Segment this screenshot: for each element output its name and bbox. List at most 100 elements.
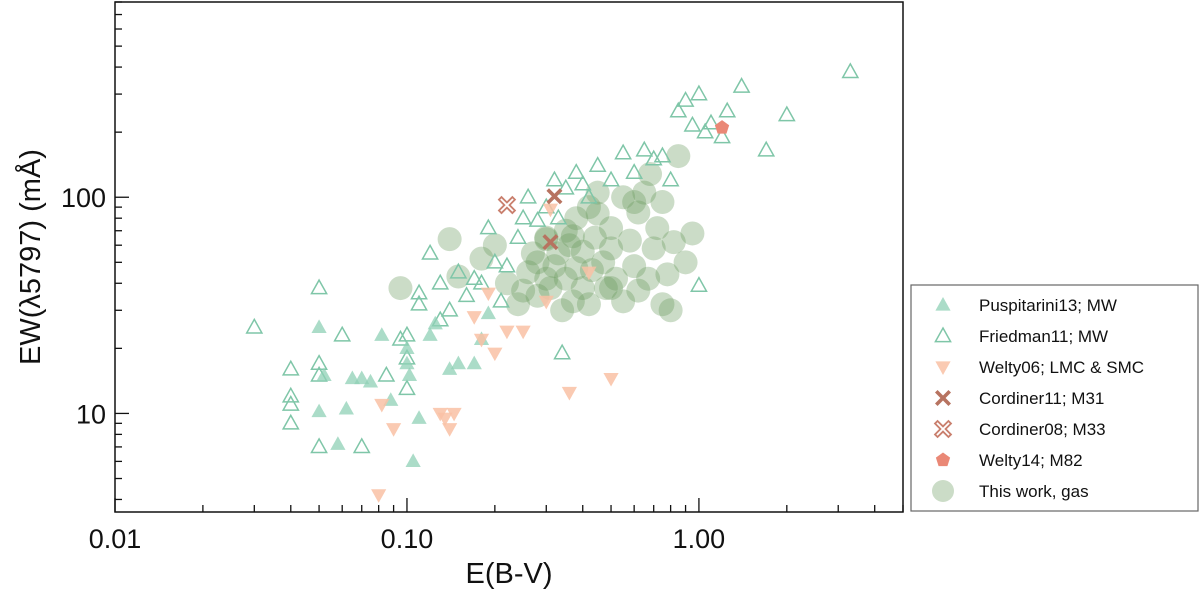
data-point (472, 273, 491, 290)
plot-frame (114, 1, 904, 513)
data-point (442, 361, 458, 375)
data-point (446, 264, 471, 289)
series-2 (371, 203, 619, 503)
data-point (388, 276, 413, 301)
legend-label: Welty14; M82 (979, 451, 1083, 470)
data-point (516, 260, 541, 285)
legend-marker (935, 390, 951, 406)
legend-label: Friedman11; MW (979, 327, 1108, 346)
data-marks (245, 62, 860, 503)
data-point (538, 276, 563, 301)
data-point (645, 216, 670, 241)
data-point (669, 101, 688, 118)
data-point (650, 292, 675, 317)
data-point (480, 305, 496, 320)
data-point (570, 239, 595, 264)
data-point (641, 236, 666, 261)
series-4 (497, 195, 517, 215)
data-point (680, 221, 705, 246)
legend-box (910, 284, 1199, 512)
data-point (338, 400, 354, 415)
data-point (777, 105, 796, 122)
data-point (482, 233, 507, 258)
legend-label: Cordiner08; M33 (979, 420, 1106, 439)
data-point (450, 355, 466, 370)
data-point (437, 227, 462, 252)
data-point (602, 170, 620, 187)
data-point (515, 325, 531, 340)
data-point (582, 225, 607, 250)
data-point (683, 115, 702, 132)
data-point (281, 394, 300, 411)
data-point (553, 343, 572, 360)
data-point (553, 266, 578, 291)
data-point (281, 386, 300, 403)
series-3 (542, 188, 563, 251)
data-point (604, 266, 629, 291)
data-point (514, 208, 533, 225)
data-point (492, 291, 510, 308)
data-point (316, 367, 332, 381)
data-point (330, 436, 346, 450)
legend-label: Welty06; LMC & SMC (979, 358, 1144, 377)
data-point (499, 325, 515, 340)
data-point (545, 170, 564, 187)
data-point (310, 354, 328, 370)
data-point (401, 367, 418, 381)
data-point (550, 298, 575, 323)
legend-label: This work, gas (979, 482, 1089, 501)
data-point (650, 190, 675, 215)
y-tick-label: 10 (76, 399, 106, 429)
data-point (422, 327, 438, 341)
data-point (528, 211, 547, 227)
data-point (614, 143, 633, 160)
data-point (658, 298, 683, 323)
data-point (546, 188, 563, 205)
data-point (519, 187, 537, 204)
data-point (362, 373, 379, 388)
data-point (560, 289, 585, 314)
data-point (585, 201, 610, 226)
data-point (718, 101, 737, 118)
legend-label: Cordiner11; M31 (979, 389, 1104, 408)
data-point (655, 262, 680, 287)
data-point (603, 372, 619, 387)
data-point (479, 218, 498, 235)
data-point (427, 315, 443, 330)
data-point (398, 379, 416, 396)
data-point (281, 359, 300, 376)
data-point (542, 203, 559, 218)
data-point (593, 276, 618, 301)
data-point (538, 295, 554, 310)
data-point (556, 178, 575, 195)
data-point (632, 180, 657, 205)
data-point (542, 234, 559, 251)
data-point (617, 228, 642, 253)
series-1 (245, 62, 860, 454)
data-point (405, 453, 421, 467)
legend-label: Puspitarini13; MW (979, 296, 1117, 315)
data-point (611, 185, 636, 210)
data-point (411, 410, 427, 424)
data-point (310, 437, 328, 454)
data-point (449, 262, 468, 279)
data-point (599, 216, 624, 241)
series-5 (714, 120, 730, 134)
data-point (581, 266, 597, 281)
data-point (466, 355, 482, 370)
data-point (245, 317, 264, 334)
data-point (466, 311, 482, 325)
data-point (374, 327, 390, 341)
x-tick-label: 0.01 (89, 524, 142, 554)
data-point (626, 200, 651, 225)
data-point (354, 370, 370, 385)
data-point (611, 289, 636, 314)
data-point (386, 423, 402, 437)
data-point (557, 233, 582, 258)
data-point (487, 347, 503, 362)
x-tick-label: 0.10 (381, 524, 434, 554)
data-point (564, 206, 589, 231)
data-point (626, 278, 651, 303)
data-point (457, 286, 476, 303)
